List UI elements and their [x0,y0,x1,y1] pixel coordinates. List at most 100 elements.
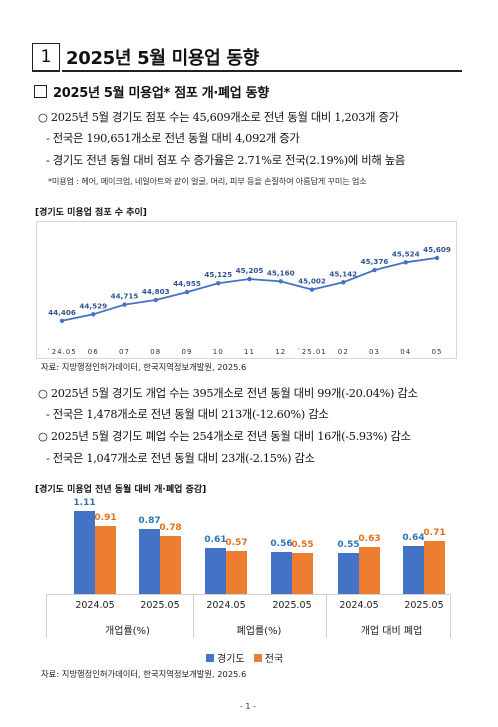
chart2-legend: 경기도 전국 [206,650,283,665]
bar-label-national: 0.63 [358,533,381,544]
x-tick-label: `24.05 [47,348,77,356]
category-label: 2024.05 [206,600,246,611]
section-number-box: 1 [32,43,60,71]
bar-label-gyeonggi: 0.87 [138,515,161,526]
data-point [216,280,221,286]
header-rule [62,70,462,72]
legend-national: 전국 [264,654,284,665]
summary1-sub2: - 경기도 전년 동월 대비 점포 수 증가율은 2.71%로 전국(2.19%… [46,154,405,167]
legend-gyeonggi: 경기도 [217,654,245,665]
data-point [184,289,190,295]
data-label: 45,609 [423,245,451,254]
category-label: 2025.05 [140,600,180,611]
data-point [309,287,315,292]
store-count-line-chart: 44,406 `24.05 44,529 06 44,715 07 44,803 08 44,9… [47,245,451,356]
summary2-line4: - 전국은 1,047개소로 전년 동월 대비 23개(-2.15%) 감소 [46,452,315,465]
bar-label-gyeonggi: 0.55 [337,539,360,550]
section-title-text: 2025년 5월 미용업* 점포 개·폐업 동향 [53,86,269,101]
bar-gyeonggi [271,552,292,594]
data-point [372,267,377,273]
x-tick-label: 02 [338,348,349,356]
group-label: 폐업률(%) [236,626,282,637]
data-point [122,302,127,307]
x-axis-baseline [46,594,450,595]
data-point [278,279,283,284]
bar-national [226,551,247,594]
bar-national [160,535,181,594]
chart1-source: 자료: 지방행정인허가데이터, 한국지역정보개발원, 2025.6 [41,362,247,372]
bar-label-national: 0.57 [225,538,248,549]
bar-gyeonggi [403,546,424,594]
bar-national [424,540,445,594]
group-separator [193,594,194,638]
page-number: - 1 - [240,702,256,711]
x-tick-label: 12 [275,348,286,356]
square-bullet-icon [34,85,47,98]
chart1-frame: 44,406 `24.05 44,529 06 44,715 07 44,803 08 44,9… [36,221,457,359]
group-label: 개업률(%) [105,626,150,637]
data-point [434,255,440,261]
legend-national-swatch [253,654,262,662]
category-label: 2025.05 [272,600,312,611]
summary1-sub1: - 전국은 190,651개소로 전년 동월 대비 4,092개 증가 [46,132,300,145]
data-label: 44,529 [79,301,107,310]
chart2-source: 자료: 지방행정인허가데이터, 한국지역정보개발원, 2025.6 [41,669,247,679]
legend-gyeonggi-swatch [206,654,214,662]
bar-national [359,546,380,594]
x-tick-label: 09 [182,348,193,356]
bar-gyeonggi [338,552,359,594]
open-close-bar-chart: 1.11 0.91 2024.05 0.87 0.78 2025.05 0.61 0.57 20… [36,498,455,663]
x-tick-label: 11 [244,348,255,356]
category-label: 2025.05 [404,600,444,611]
category-label: 2024.05 [75,600,115,611]
data-label: 44,406 [48,308,76,317]
bar-label-national: 0.55 [291,539,314,550]
data-point [153,297,158,303]
data-label: 45,125 [204,270,232,279]
group-label: 개업 대비 폐업 [360,626,423,637]
bar-label-gyeonggi: 0.64 [402,533,425,543]
bar-label-gyeonggi: 1.11 [73,497,96,508]
x-tick-label: `25.01 [297,348,327,356]
chart1-title: [경기도 미용업 점포 수 추이] [35,208,147,218]
data-label: 45,524 [392,249,420,258]
bar-label-national: 0.71 [423,527,446,538]
page-title: 2025년 5월 미용업 동향 [66,48,259,69]
data-point [91,312,96,317]
x-tick-label: 07 [119,348,130,356]
data-label: 44,803 [142,287,170,296]
bar-label-gyeonggi: 0.56 [270,539,293,549]
bar-gyeonggi [205,548,226,594]
bar-label-gyeonggi: 0.61 [204,535,227,546]
data-point [403,260,408,265]
x-tick-label: 03 [369,348,380,356]
bar-gyeonggi [139,528,160,594]
x-tick-label: 04 [400,348,411,356]
data-point [247,276,252,282]
data-point [341,280,346,285]
summary2-line2: - 전국은 1,478개소로 전년 동월 대비 213개(-12.60%) 감소 [46,408,329,421]
group-separator [450,594,451,638]
bar-national [292,552,313,594]
data-label: 45,205 [236,266,264,275]
data-label: 44,715 [111,292,139,301]
group-separator [326,594,327,638]
data-label: 45,142 [329,269,357,278]
summary1-main: ○ 2025년 5월 경기도 점포 수는 45,609개소로 전년 동월 대비 … [38,111,399,124]
bar-national [95,525,116,594]
header-rule-left [32,70,60,72]
x-tick-label: 06 [88,348,99,356]
bar-label-national: 0.78 [159,522,182,533]
data-label: 45,376 [361,257,389,266]
x-tick-label: 05 [432,348,443,356]
bar-gyeonggi [74,510,95,594]
data-point [59,318,65,323]
chart2-title: [경기도 미용업 전년 동월 대비 개·폐업 증감] [35,485,207,495]
bar-label-national: 0.91 [94,512,117,523]
category-label: 2024.05 [339,600,379,611]
definition-note: *미용업 : 헤어, 메이크업, 네일아트와 같이 얼굴, 머리, 피부 등을 … [48,176,367,186]
x-tick-label: 08 [150,348,161,356]
data-label: 45,002 [298,277,326,286]
data-label: 44,955 [173,279,201,288]
summary2-line3: ○ 2025년 5월 경기도 폐업 수는 254개소로 전년 동월 대비 16개… [38,430,411,443]
